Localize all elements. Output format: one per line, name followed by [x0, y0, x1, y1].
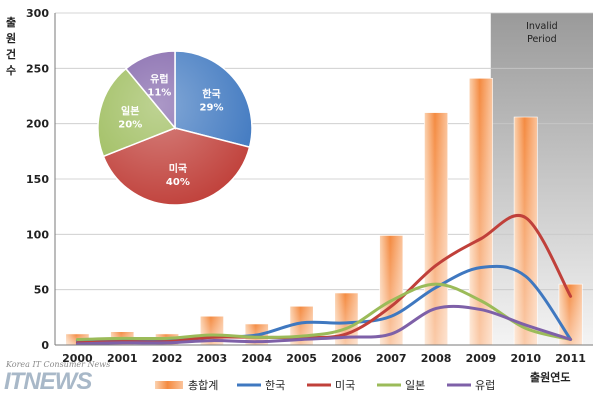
- y-axis-label-char: 건: [6, 47, 16, 61]
- x-tick-label: 2004: [241, 352, 272, 365]
- x-tick-label: 2009: [466, 352, 497, 365]
- legend: 총합계 한국 미국 일본 유럽: [155, 378, 495, 392]
- legend-entry-일본: 일본: [405, 378, 425, 392]
- y-axis-label-char: 수: [6, 64, 16, 77]
- x-tick-label: 2008: [421, 352, 452, 365]
- legend-entry-총합계: 총합계: [188, 379, 218, 392]
- line-유럽: [75, 304, 573, 346]
- pie-shine: [98, 51, 252, 205]
- grid: [55, 12, 593, 291]
- line-일본: [75, 282, 573, 341]
- x-tick-label: 2011: [555, 352, 586, 365]
- x-tick-label: 2005: [286, 352, 317, 365]
- legend-entry-미국: 미국: [335, 379, 355, 392]
- y-tick-label: 300: [26, 7, 49, 20]
- x-tick-label: 2007: [376, 352, 407, 365]
- y-tick-label: 100: [26, 228, 49, 241]
- x-tick-label: 2000: [62, 352, 93, 365]
- bar-highlight: [424, 112, 448, 345]
- bar-highlight: [469, 78, 493, 345]
- x-tick-label: 2001: [107, 352, 138, 365]
- legend-entry-유럽: 유럽: [475, 378, 495, 392]
- x-tick-label: 2003: [197, 352, 228, 365]
- invalid-period-label-line2: Period: [527, 34, 557, 45]
- y-tick-label: 200: [26, 118, 49, 131]
- x-tick-label: 2010: [510, 352, 541, 365]
- y-tick-label: 0: [41, 339, 49, 352]
- watermark-brand: ITNEWS: [4, 368, 92, 395]
- y-axis-label-char: 출: [6, 15, 16, 29]
- axes: 0 50 100 150 200 250 300 2000 2001 2002 2003 2004 20…: [6, 7, 593, 384]
- x-tick-label: 2002: [152, 352, 183, 365]
- watermark-tagline: Korea IT Consumer News: [6, 360, 111, 369]
- y-axis-label-char: 원: [6, 31, 16, 45]
- pie-chart: 한국29%미국40%일본20%유럽11%: [97, 50, 253, 206]
- legend-entry-한국: 한국: [265, 379, 285, 392]
- lines: [75, 214, 573, 346]
- bar-highlight: [514, 117, 538, 345]
- y-tick-label: 250: [26, 62, 49, 75]
- y-tick-label: 50: [34, 284, 50, 297]
- y-tick-label: 150: [26, 173, 49, 186]
- invalid-period-label-line1: Invalid: [526, 21, 558, 32]
- x-tick-label: 2006: [331, 352, 362, 365]
- x-axis-label: 출원연도: [530, 370, 570, 384]
- legend-swatch: [155, 381, 183, 389]
